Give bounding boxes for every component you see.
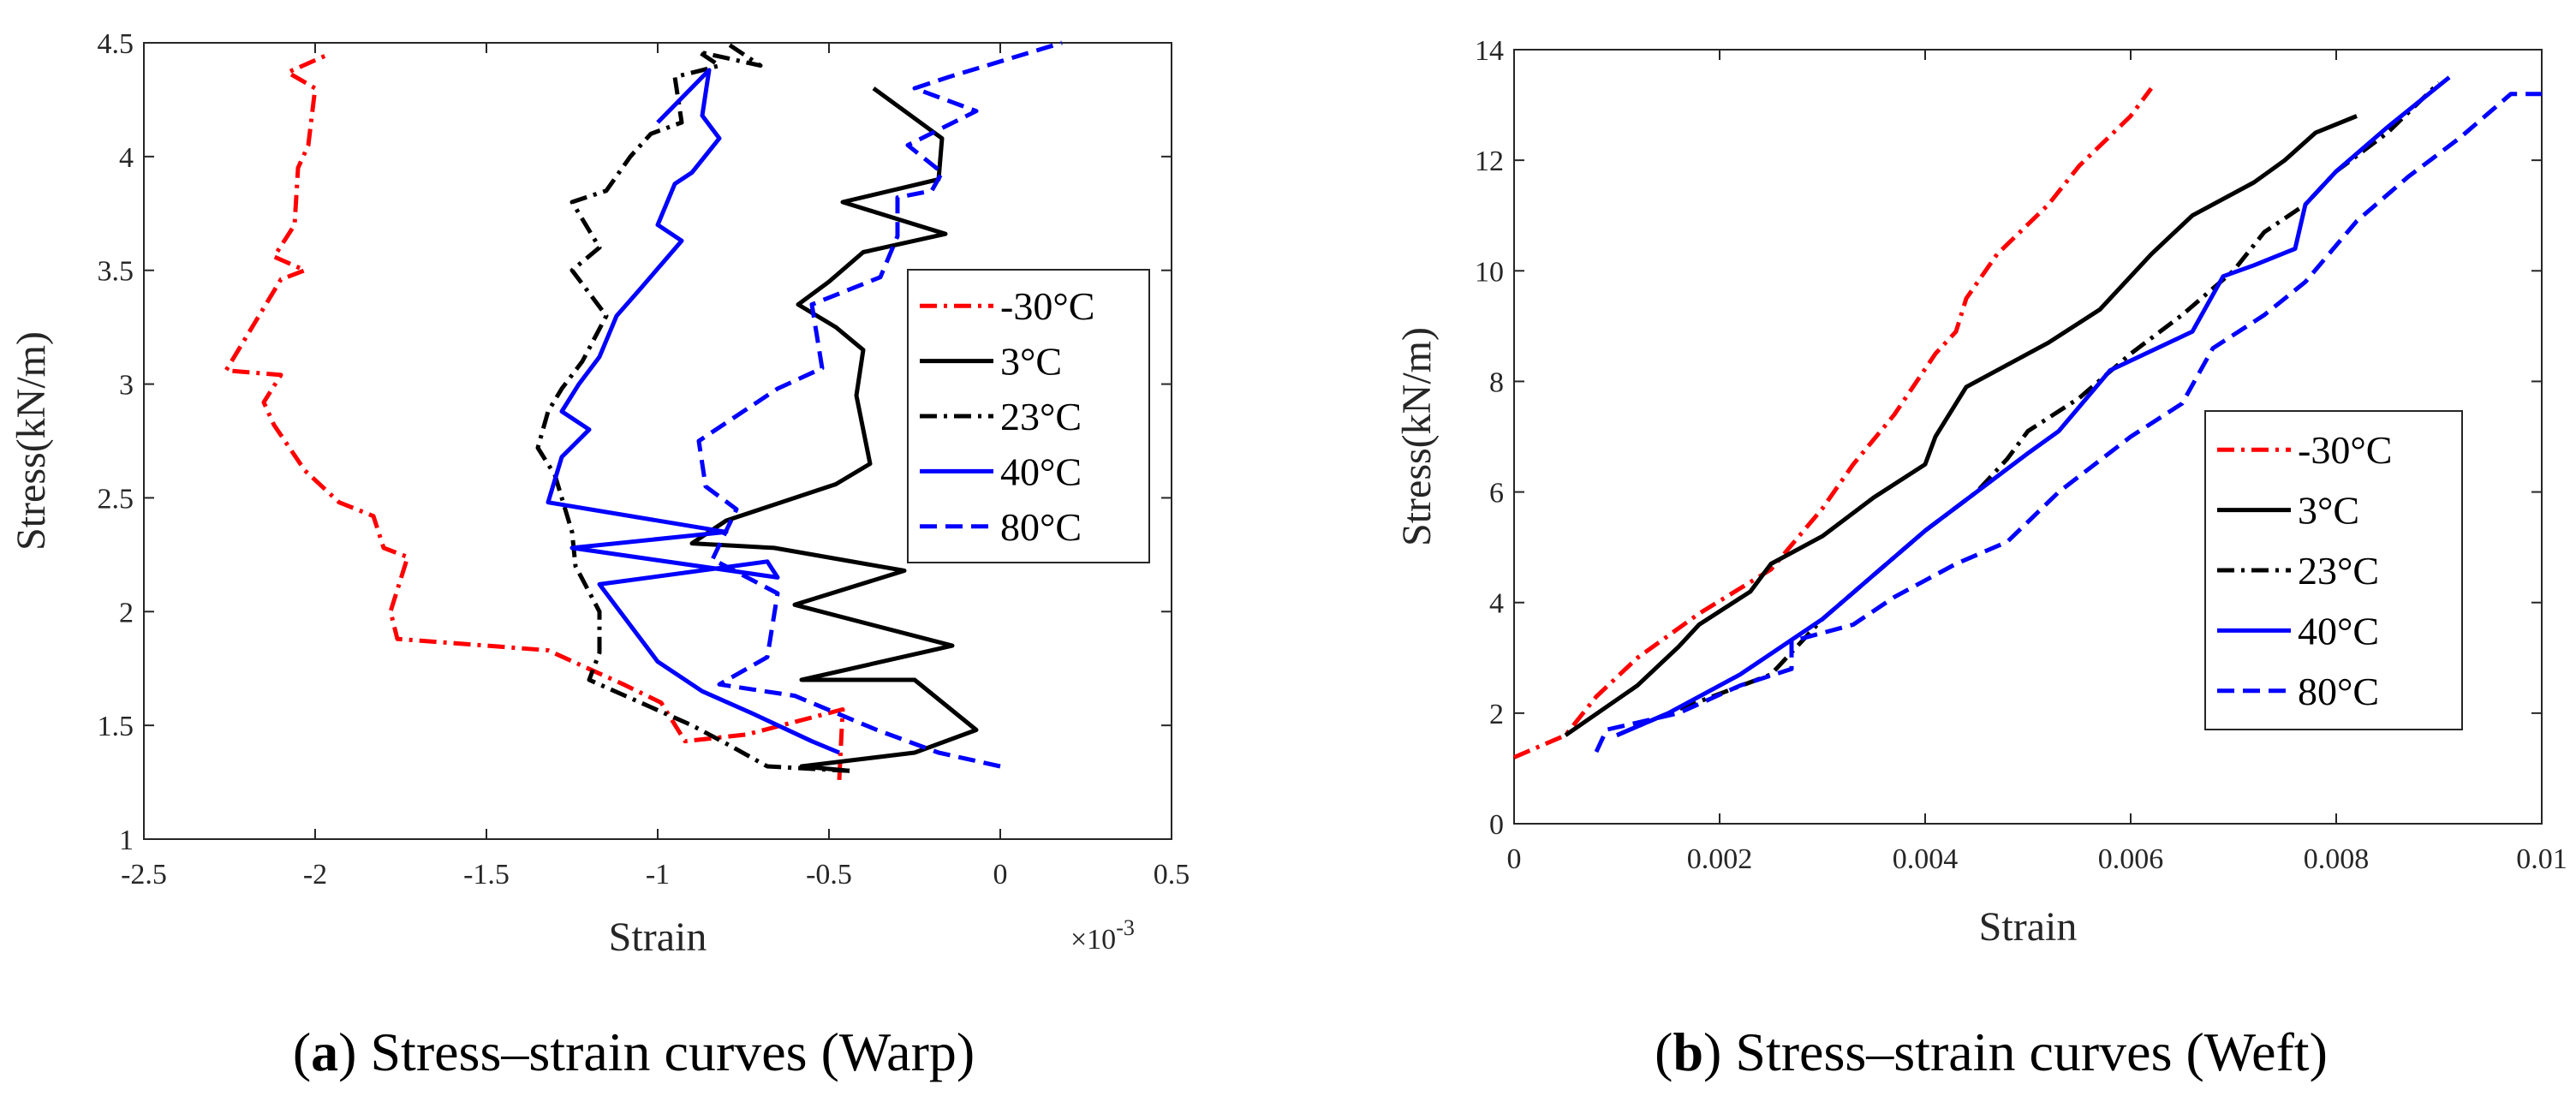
series-line-3 [1616,75,2451,737]
y-tick-label: 2 [1489,699,1504,730]
legend-entry: -30°C [1000,284,1094,328]
caption-b-text: Stress–strain curves (Weft) [1735,1022,2328,1082]
y-tick-label: 2 [119,597,134,628]
y-tick-label: 1 [119,825,134,856]
caption-a-letter: a [311,1022,338,1082]
legend-entry: 40°C [2298,609,2379,652]
x-axis-exponent-power: -3 [1116,915,1135,940]
x-axis-exponent-base: ×10 [1070,924,1116,956]
y-tick-label: 1.5 [98,711,134,742]
series-line-1 [1564,114,2358,737]
x-axis-exponent: ×10-3 [1070,915,1135,956]
y-tick-label: 14 [1475,35,1504,67]
y-axis-label: Stress(kN/m) [9,331,54,551]
x-tick-label: 0 [1507,843,1522,875]
y-tick-label: 2.5 [98,483,134,515]
x-axis-label: Strain [1979,904,2078,950]
series-group [1513,75,2542,759]
legend-entry: 80°C [1000,505,1082,549]
legend-entry: -30°C [2298,428,2392,472]
series-line-3 [546,68,840,755]
series-line-2 [1616,80,2441,737]
x-tick-label: 0.01 [2516,843,2567,875]
legend-box [907,269,1150,563]
x-tick-label: 0.006 [2098,843,2164,875]
series-line-1 [689,86,979,773]
y-tick-label: 8 [1489,366,1504,398]
x-tick-label: 0.008 [2304,843,2370,875]
series-line-4 [696,40,1063,769]
x-tick-label: -2.5 [121,859,167,890]
y-tick-label: 0 [1489,809,1504,841]
x-tick-label: 0.5 [1154,859,1190,890]
x-tick-label: 0.004 [1893,843,1959,875]
x-tick-label: 0 [993,859,1008,890]
caption-a: (a) Stress–strain curves (Warp) [293,1022,975,1082]
y-tick-label: 4 [119,142,134,174]
series-line-0 [224,52,845,781]
legend-entry: 23°C [2298,549,2379,593]
x-tick-label: -2 [303,859,327,890]
series-line-2 [535,40,850,773]
caption-a-text: Stress–strain curves (Warp) [370,1022,975,1082]
y-tick-label: 6 [1489,478,1504,509]
panel-b-weft: 0 0.002 0.004 0.006 0.008 0.01 0 2 4 6 8 10 12 14 Stra… [1394,35,2567,950]
x-tick-label: 0.002 [1687,843,1753,875]
y-axis-label: Stress(kN/m) [1394,327,1440,546]
y-tick-label: 4 [1489,588,1504,620]
y-tick-label: 3.5 [98,256,134,288]
x-tick-label: -1 [646,859,670,890]
legend-entry: 23°C [1000,395,1082,438]
legend-entry: 80°C [2298,670,2379,713]
legend: -30°C 3°C 23°C 40°C 80°C [2204,410,2463,730]
y-tick-label: 12 [1475,146,1504,177]
x-axis-label: Strain [609,914,707,960]
series-group [224,40,1063,781]
legend-box [2204,410,2463,730]
x-tick-label: -0.5 [806,859,852,890]
legend-entry: 40°C [1000,450,1082,493]
series-line-0 [1513,86,2154,759]
legend: -30°C 3°C 23°C 40°C 80°C [907,269,1150,563]
caption-b: (b) Stress–strain curves (Weft) [1655,1022,2328,1082]
series-line-4 [1594,92,2542,754]
panel-a-warp: -2.5 -2 -1.5 -1 -0.5 0 0.5 1 1.5 2 2.5 3 3.5 4 4.5 Stra… [9,28,1190,960]
y-tick-label: 10 [1475,256,1504,288]
legend-entry: 3°C [2298,489,2359,533]
legend-entry: 3°C [1000,340,1062,384]
y-tick-label: 3 [119,370,134,402]
x-tick-label: -1.5 [463,859,510,890]
y-tick-label: 4.5 [98,28,134,60]
caption-b-letter: b [1673,1022,1703,1082]
